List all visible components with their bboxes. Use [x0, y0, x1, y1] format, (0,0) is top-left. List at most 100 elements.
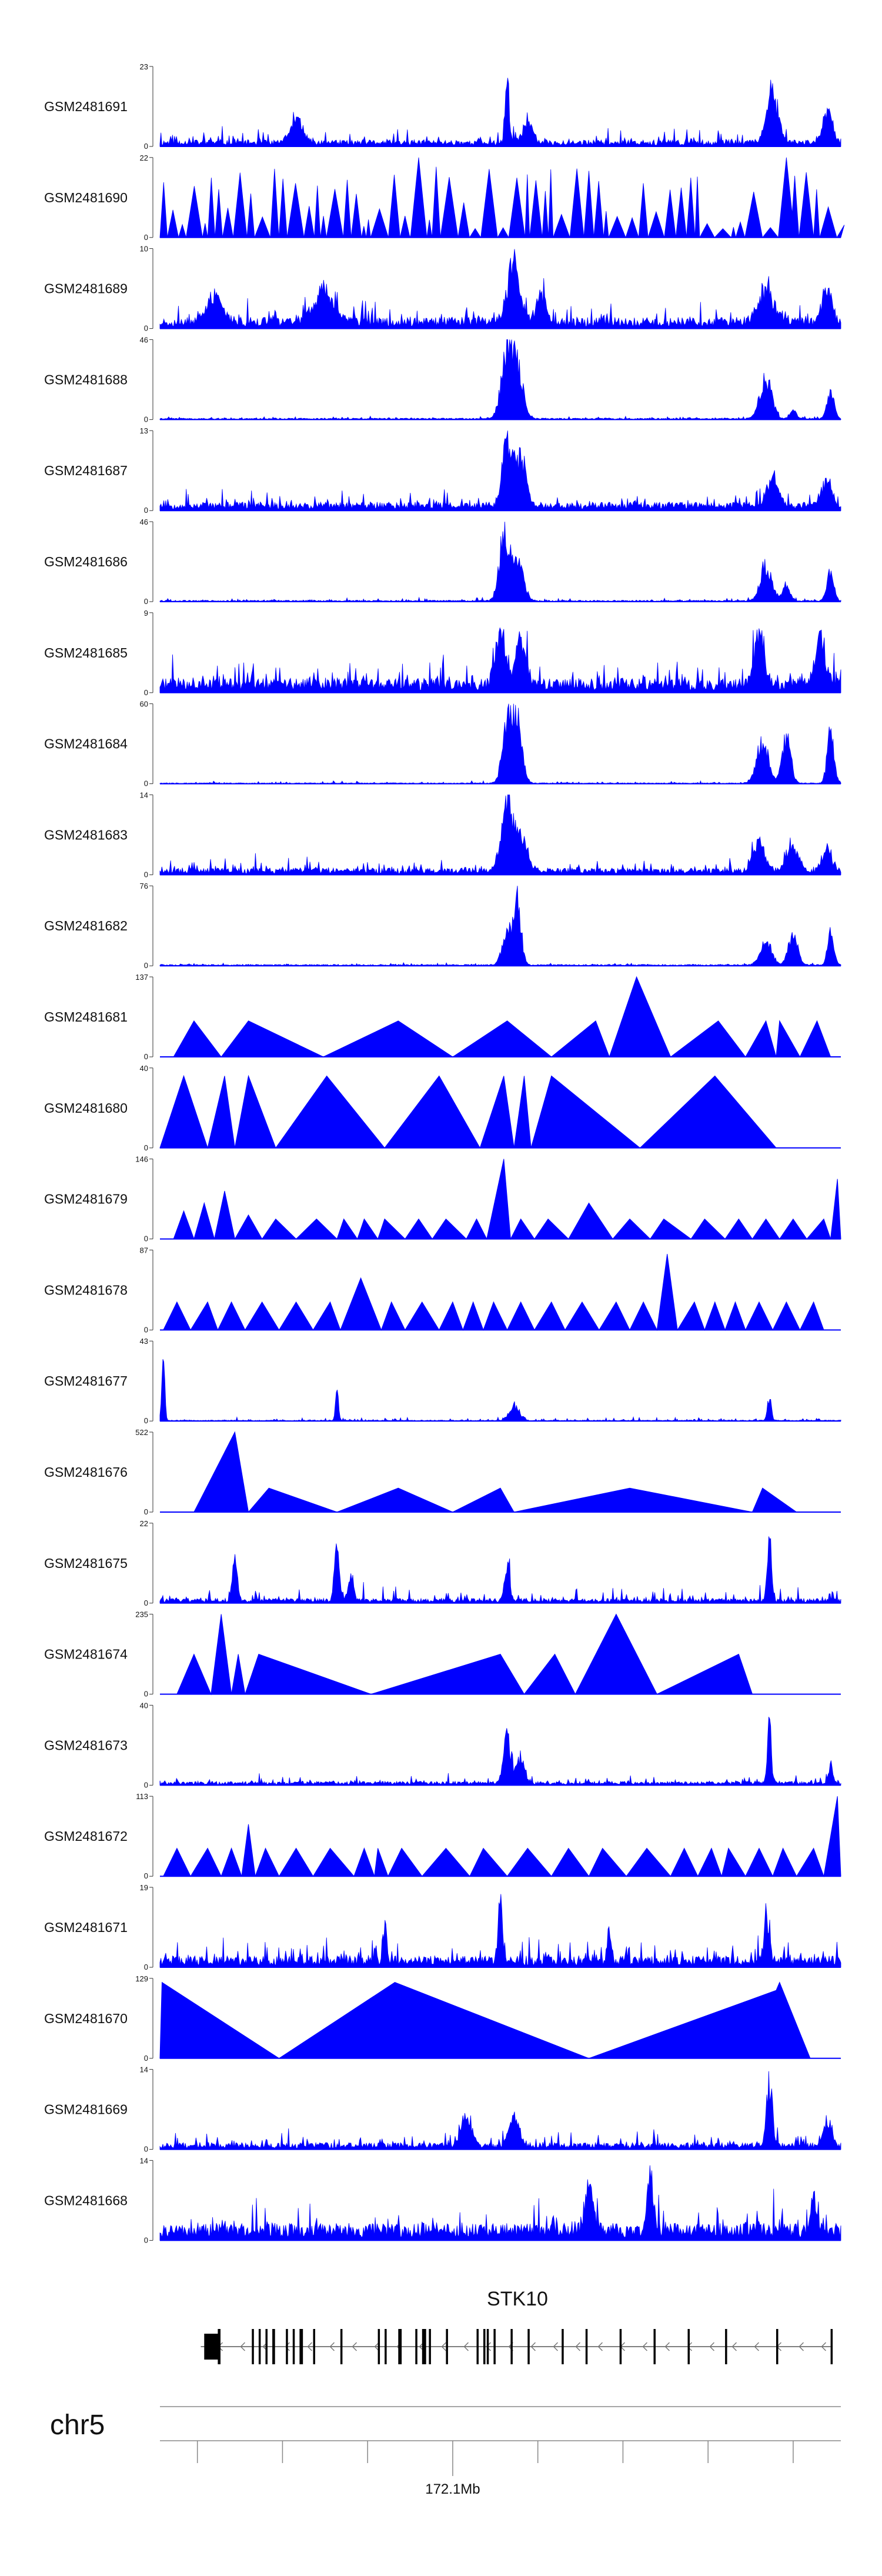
y-min-label: 0 — [144, 1780, 148, 1789]
y-max-label: 46 — [140, 335, 148, 344]
coverage-signal — [173, 1159, 841, 1240]
exon — [527, 2329, 530, 2364]
coverage-signal — [159, 627, 841, 693]
y-min-label: 0 — [144, 233, 148, 242]
coverage-signal — [159, 703, 841, 784]
strand-arrow — [530, 2342, 536, 2351]
exon — [299, 2329, 303, 2364]
exon — [398, 2329, 402, 2364]
y-max-label: 10 — [140, 245, 148, 253]
track-gsm2481679: GSM2481679 146 0 — [44, 1155, 841, 1243]
track-gsm2481686: GSM2481686 46 0 — [44, 518, 841, 606]
chromosome-axis: chr5 172.1Mb — [50, 2406, 841, 2497]
strand-arrow — [687, 2342, 693, 2351]
strand-arrow — [709, 2342, 715, 2351]
y-max-label: 22 — [140, 1519, 148, 1528]
y-min-label: 0 — [144, 506, 148, 515]
coverage-signal — [159, 522, 841, 602]
strand-arrow — [731, 2342, 737, 2351]
strand-arrow — [486, 2342, 492, 2351]
track-gsm2481684: GSM2481684 60 0 — [44, 700, 841, 788]
coverage-signal — [159, 2165, 841, 2241]
y-min-label: 0 — [144, 1507, 148, 1516]
y-max-label: 9 — [144, 609, 148, 618]
strand-arrow — [285, 2342, 290, 2351]
y-max-label: 76 — [140, 882, 148, 890]
track-label: GSM2481676 — [44, 1464, 128, 1480]
track-gsm2481672: GSM2481672 113 0 — [44, 1792, 841, 1880]
exon — [476, 2329, 479, 2364]
y-min-label: 0 — [144, 2054, 148, 2063]
y-max-label: 19 — [140, 1883, 148, 1892]
strand-arrow — [597, 2342, 603, 2351]
track-label: GSM2481683 — [44, 827, 128, 842]
track-label: GSM2481684 — [44, 736, 128, 752]
coverage-signal — [173, 976, 831, 1058]
exon — [385, 2329, 387, 2364]
exon — [653, 2329, 656, 2364]
track-label: GSM2481685 — [44, 645, 128, 660]
track-label: GSM2481675 — [44, 1556, 128, 1571]
coverage-signal — [159, 1075, 777, 1149]
y-min-label: 0 — [144, 1599, 148, 1607]
exon — [286, 2329, 288, 2364]
track-label: GSM2481681 — [44, 1009, 128, 1025]
coverage-signal — [163, 1796, 841, 1878]
track-label: GSM2481688 — [44, 372, 128, 387]
track-gsm2481671: GSM2481671 19 0 — [44, 1883, 841, 1971]
y-min-label: 0 — [144, 779, 148, 788]
y-max-label: 137 — [135, 973, 148, 982]
coverage-signal — [159, 2071, 841, 2150]
track-label: GSM2481682 — [44, 918, 128, 933]
y-max-label: 14 — [140, 2066, 148, 2074]
coverage-signal — [159, 78, 841, 147]
track-label: GSM2481679 — [44, 1192, 128, 1207]
gene-annotation-track: STK10 — [201, 2288, 833, 2364]
strand-arrow — [821, 2342, 827, 2351]
exon — [483, 2329, 486, 2364]
exon — [265, 2329, 268, 2364]
strand-arrow — [754, 2342, 760, 2351]
y-max-label: 129 — [135, 1974, 148, 1983]
exon — [585, 2329, 588, 2364]
track-label: GSM2481672 — [44, 1828, 128, 1844]
exon — [429, 2329, 431, 2364]
y-min-label: 0 — [144, 415, 148, 423]
coverage-signal — [159, 339, 841, 420]
exon — [486, 2329, 489, 2364]
exon — [313, 2329, 315, 2364]
coverage-signal — [159, 249, 841, 329]
y-min-label: 0 — [144, 1963, 148, 1971]
y-max-label: 46 — [140, 518, 148, 526]
exon — [292, 2329, 295, 2364]
y-min-label: 0 — [144, 1871, 148, 1880]
exon — [415, 2329, 417, 2364]
y-max-label: 60 — [140, 700, 148, 709]
strand-arrow — [329, 2342, 335, 2351]
exon — [258, 2329, 261, 2364]
exon — [562, 2329, 564, 2364]
y-max-label: 22 — [140, 154, 148, 162]
coverage-signal — [159, 1894, 841, 1968]
coverage-signal — [193, 1431, 798, 1513]
track-label: GSM2481691 — [44, 99, 128, 114]
exon — [204, 2334, 218, 2360]
y-min-label: 0 — [144, 142, 148, 151]
track-gsm2481682: GSM2481682 76 0 — [44, 882, 841, 970]
y-min-label: 0 — [144, 2235, 148, 2244]
track-gsm2481670: GSM2481670 129 0 — [44, 1974, 841, 2063]
track-gsm2481678: GSM2481678 87 0 — [44, 1246, 841, 1334]
exon — [422, 2329, 426, 2364]
y-min-label: 0 — [144, 324, 148, 333]
y-min-label: 0 — [144, 1325, 148, 1334]
y-min-label: 0 — [144, 688, 148, 697]
exon — [687, 2329, 690, 2364]
exon — [377, 2329, 380, 2364]
y-min-label: 0 — [144, 1052, 148, 1061]
track-gsm2481689: GSM2481689 10 0 — [44, 245, 841, 333]
exon — [252, 2329, 254, 2364]
coverage-signal — [159, 794, 841, 875]
gene-name-label: STK10 — [487, 2288, 548, 2310]
